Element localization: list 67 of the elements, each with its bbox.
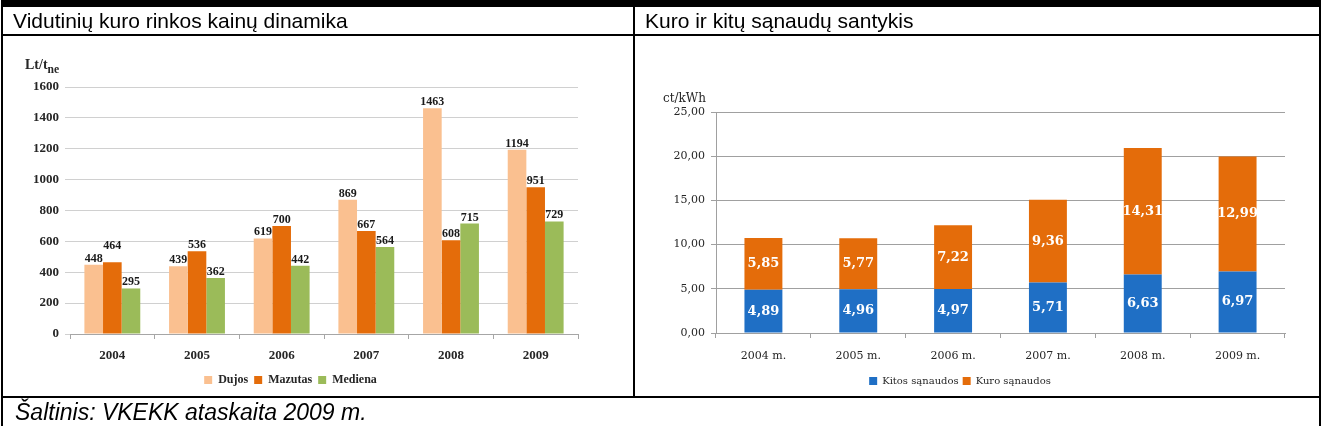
x-tick-label: 2008: [438, 347, 465, 363]
y-tick-label: 20,00: [673, 149, 705, 163]
data-label: 5,85: [747, 255, 780, 271]
y-tick-label: 5,00: [680, 281, 705, 295]
x-tick-label: 2005: [184, 347, 211, 363]
y-tick-label: 1000: [33, 170, 59, 186]
data-label: 619: [254, 224, 273, 239]
x-tick-label: 2005 m.: [835, 349, 881, 363]
y-tick-label: 200: [39, 294, 59, 310]
data-label: 442: [291, 251, 310, 266]
data-label: 6,97: [1221, 293, 1254, 309]
legend-label: Kuro sąnaudos: [975, 374, 1051, 386]
data-label: 448: [84, 250, 103, 265]
y-tick-label: 0,00: [680, 325, 705, 339]
x-tick-label: 2009 m.: [1214, 349, 1261, 363]
legend-label: Mazutas: [268, 372, 313, 387]
data-label: 9,36: [1032, 232, 1064, 248]
chart-title: Kuro ir kitų sąnaudų santykis: [635, 7, 1319, 36]
data-label: 12,99: [1217, 205, 1258, 221]
x-tick-label: 2006 m.: [930, 349, 976, 363]
data-label: 6,63: [1126, 294, 1159, 310]
y-tick-label: 10,00: [673, 237, 705, 251]
data-label: 4,97: [937, 302, 969, 318]
y-tick-label: 15,00: [673, 193, 705, 207]
x-tick-label: 2009: [522, 347, 550, 363]
data-label: 5,77: [842, 255, 875, 271]
y-tick-label: 800: [39, 201, 59, 217]
data-label: 667: [357, 217, 376, 232]
data-label: 4,96: [842, 302, 875, 318]
x-tick-label: 2007 m.: [1025, 349, 1071, 363]
data-label: 1194: [505, 135, 529, 150]
y-axis-title: ct/kWh: [663, 90, 706, 106]
data-label: 439: [169, 252, 188, 267]
y-tick-label: 25,00: [673, 104, 705, 118]
x-tick-label: 2007: [353, 347, 380, 363]
y-tick-label: 1400: [33, 109, 59, 125]
y-tick-label: 0: [52, 325, 59, 341]
y-axis-title: Lt/t$_{ne}$: [25, 57, 60, 78]
data-label: 362: [206, 264, 225, 279]
y-tick-label: 1600: [33, 78, 59, 94]
y-tick-label: 1200: [33, 140, 59, 156]
data-label: 464: [103, 237, 122, 252]
data-label: 295: [121, 274, 140, 289]
data-label: 5,71: [1032, 298, 1064, 314]
x-tick-label: 2004: [99, 347, 126, 363]
data-label: 729: [545, 207, 564, 222]
x-tick-label: 2006: [268, 347, 296, 363]
chart-title: Vidutinių kuro rinkos kainų dinamika: [3, 7, 633, 36]
data-label: 951: [526, 173, 545, 188]
text: Šaltinis: VKEKK ataskaita 2009 m.: [15, 399, 367, 425]
data-label: 4,89: [747, 302, 780, 318]
y-tick-label: 400: [39, 263, 59, 279]
data-label: 536: [188, 237, 206, 252]
legend-label: Dujos: [218, 372, 249, 387]
data-label: 7,22: [937, 248, 969, 264]
legend-label: Kitos sąnaudos: [882, 374, 959, 386]
data-label: 700: [272, 211, 291, 226]
y-tick-label: 600: [39, 232, 59, 248]
legend-label: Mediena: [332, 372, 377, 387]
data-label: 608: [442, 226, 460, 241]
data-label: 869: [338, 185, 357, 200]
data-label: 564: [375, 232, 394, 247]
data-label: 1463: [420, 94, 445, 109]
x-tick-label: 2004 m.: [740, 349, 787, 363]
data-label: 14,31: [1122, 202, 1164, 218]
x-tick-label: 2008 m.: [1120, 349, 1166, 363]
data-label: 715: [460, 209, 479, 224]
